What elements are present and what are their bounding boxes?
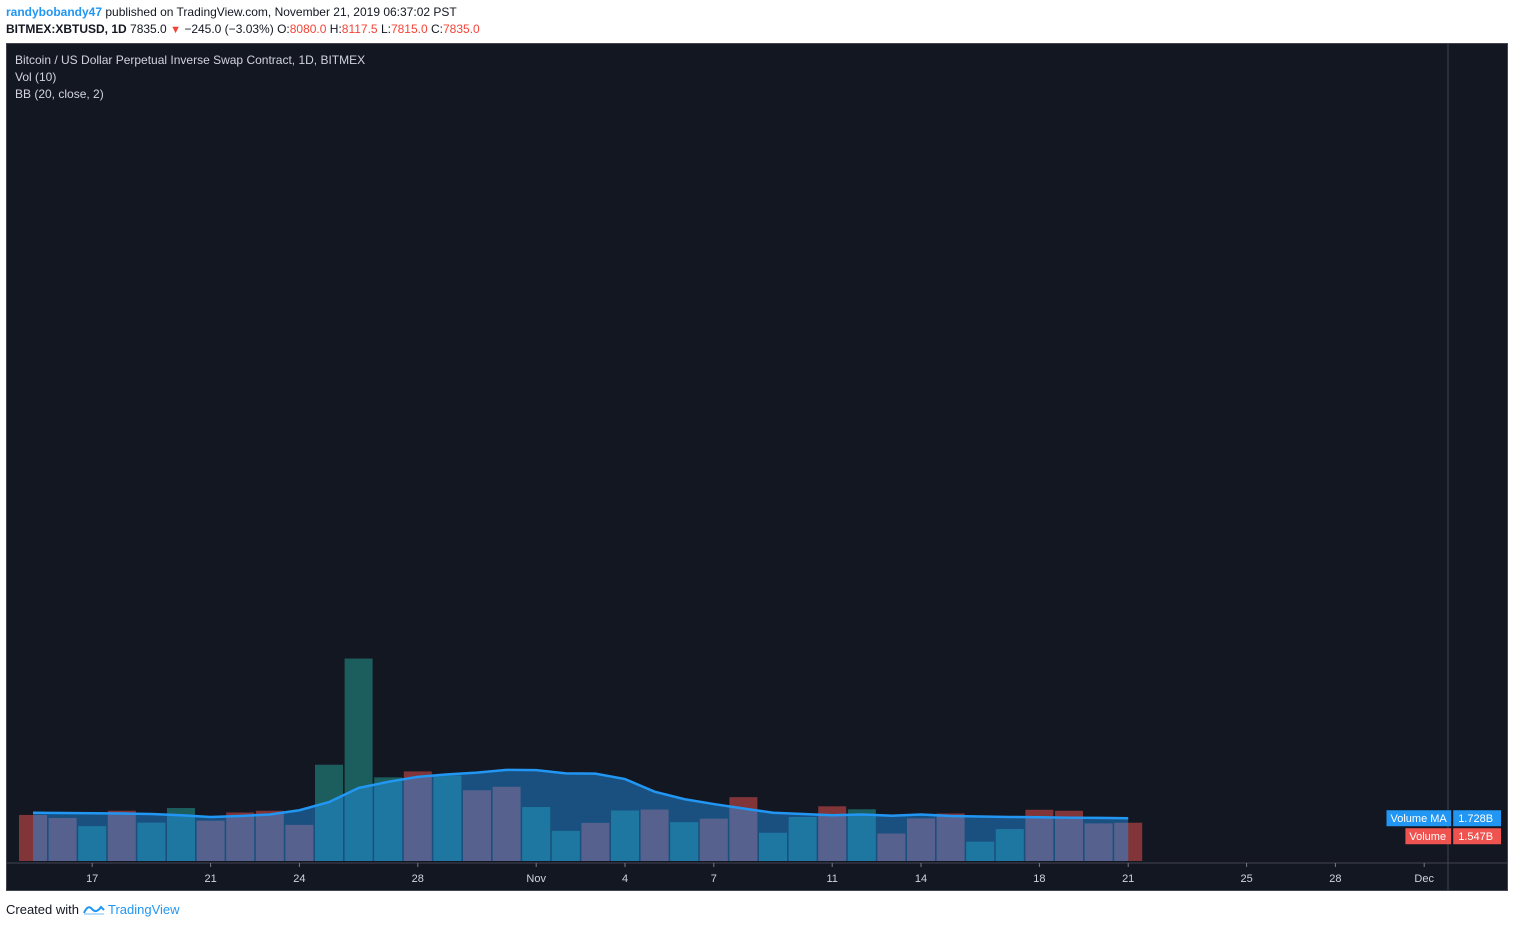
time-tick-label: 17 bbox=[86, 873, 98, 885]
tradingview-logo-icon bbox=[82, 903, 105, 918]
publish-date: published on TradingView.com, November 2… bbox=[105, 5, 457, 19]
chart-container[interactable]: 7200.07400.07600.07800.08000.08200.08400… bbox=[6, 43, 1508, 891]
price-change: −245.0 (−3.03%) bbox=[184, 22, 274, 36]
volume-bar bbox=[374, 777, 403, 861]
volume-ma-line bbox=[32, 768, 1129, 820]
volume-bar bbox=[699, 818, 728, 861]
volume-bar bbox=[226, 812, 255, 861]
created-with-label: Created with bbox=[6, 902, 79, 917]
volume-ma-label-text: Volume MA bbox=[1391, 813, 1448, 825]
time-tick-label: 14 bbox=[915, 873, 927, 885]
volume-label-value-box bbox=[1453, 828, 1501, 845]
volume-bar bbox=[640, 809, 669, 861]
publish-info: randybobandy47 published on TradingView.… bbox=[6, 5, 457, 19]
volume-ma-area bbox=[33, 769, 1129, 861]
chart-background bbox=[6, 43, 1508, 891]
time-tick-label: 28 bbox=[412, 873, 424, 885]
time-tick-label: 21 bbox=[204, 873, 216, 885]
volume-bar bbox=[48, 817, 77, 861]
legend-volume: Vol (10) bbox=[15, 70, 56, 84]
time-tick-label: 11 bbox=[826, 873, 837, 885]
volume-bar bbox=[907, 818, 935, 861]
time-tick-label: Nov bbox=[526, 873, 546, 885]
author-name[interactable]: randybobandy47 bbox=[6, 5, 103, 19]
volume-bar bbox=[137, 822, 166, 861]
volume-bar bbox=[255, 810, 284, 861]
chart-frame bbox=[6, 43, 1508, 891]
volume-ma-label: Volume MA 1.728B bbox=[1386, 810, 1501, 827]
volume-bar bbox=[1084, 823, 1113, 861]
open-value: 8080.0 bbox=[289, 22, 327, 36]
volume-bar bbox=[611, 810, 639, 861]
volume-ma-label-text-box bbox=[1386, 810, 1452, 827]
time-tick-label: 28 bbox=[1329, 873, 1341, 885]
volume-bar bbox=[19, 814, 47, 861]
volume-bar bbox=[78, 826, 107, 861]
time-tick-label: 24 bbox=[293, 873, 305, 885]
volume-bar bbox=[492, 786, 521, 861]
low-label: L: bbox=[380, 22, 391, 36]
volume-bar bbox=[759, 832, 787, 861]
volume-bar bbox=[936, 813, 965, 861]
open-label: O: bbox=[277, 22, 290, 36]
last-price: 7835.0 bbox=[130, 22, 167, 36]
close-label: C: bbox=[431, 22, 443, 36]
symbol-info: BITMEX:XBTUSD, 1D 7835.0 ▼ −245.0 (−3.03… bbox=[6, 22, 480, 36]
high-label: H: bbox=[329, 22, 342, 36]
legend-title: Bitcoin / US Dollar Perpetual Inverse Sw… bbox=[15, 53, 365, 67]
volume-bar bbox=[788, 816, 817, 861]
volume-ma-label-value: 1.728B bbox=[1458, 813, 1493, 825]
time-tick-label: Dec bbox=[1414, 873, 1434, 885]
volume-bar bbox=[995, 829, 1024, 861]
volume-bar bbox=[847, 809, 876, 861]
volume-bar bbox=[403, 771, 432, 861]
volume-bar bbox=[463, 790, 491, 861]
volume-label-value: 1.547B bbox=[1458, 831, 1493, 843]
volume-bar bbox=[433, 775, 462, 861]
volume-bar bbox=[315, 764, 343, 861]
volume-bar bbox=[581, 822, 610, 861]
volume-bar bbox=[670, 822, 699, 861]
time-tick-label: 18 bbox=[1033, 873, 1045, 885]
time-tick-label: 7 bbox=[711, 873, 717, 885]
volume-bar bbox=[285, 824, 314, 861]
volume-bar bbox=[344, 658, 373, 861]
time-tick-label: 21 bbox=[1122, 873, 1134, 885]
footer: Created with TradingView bbox=[6, 902, 180, 918]
volume-ma-label-value-box bbox=[1453, 810, 1501, 827]
symbol-name: BITMEX:XBTUSD, 1D bbox=[6, 22, 127, 36]
volume-bar bbox=[107, 810, 136, 861]
close-value: 7835.0 bbox=[443, 22, 480, 36]
volume-label-text: Volume bbox=[1409, 831, 1446, 843]
volume-bar bbox=[877, 833, 906, 861]
volume-label-text-box bbox=[1405, 828, 1452, 845]
price-chart[interactable]: 7200.07400.07600.07800.08000.08200.08400… bbox=[6, 43, 1508, 891]
volume-bar bbox=[966, 841, 995, 861]
volume-label: Volume 1.547B bbox=[1405, 828, 1501, 845]
low-value: 7815.0 bbox=[390, 22, 428, 36]
time-tick-label: 25 bbox=[1240, 873, 1252, 885]
volume-bar bbox=[1055, 810, 1083, 861]
time-tick-label: 4 bbox=[622, 873, 628, 885]
volume-bar bbox=[522, 807, 551, 861]
volume-bar bbox=[1114, 822, 1143, 861]
legend-bollinger: BB (20, close, 2) bbox=[15, 87, 104, 101]
tradingview-brand-link[interactable]: TradingView bbox=[108, 902, 180, 917]
volume-bar bbox=[551, 830, 580, 861]
high-value: 8117.5 bbox=[341, 22, 378, 36]
down-arrow-icon: ▼ bbox=[170, 24, 181, 36]
volume-bar bbox=[196, 820, 225, 861]
